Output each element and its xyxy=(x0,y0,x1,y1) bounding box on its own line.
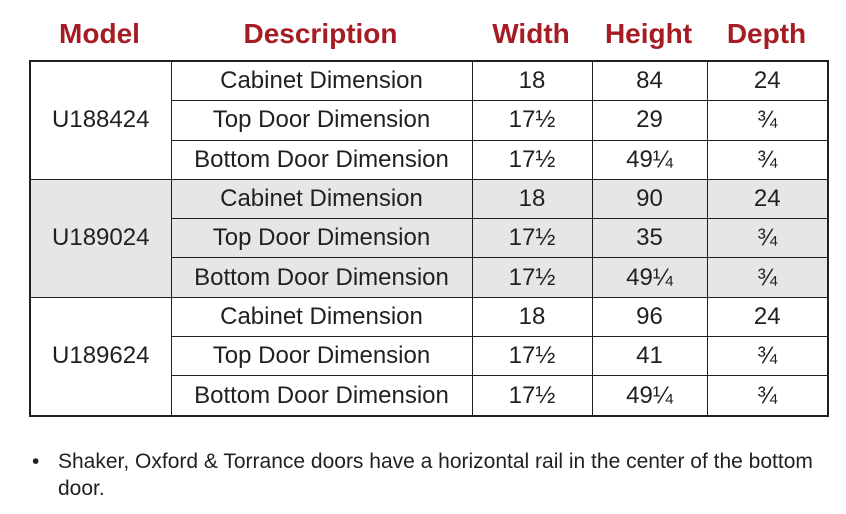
depth-cell: ¾ xyxy=(706,218,829,259)
width-cell: 18 xyxy=(471,296,593,338)
height-cell: 49¼ xyxy=(591,257,708,298)
header-depth: Depth xyxy=(726,18,807,49)
table-row: Top Door Dimension 17½ 41 ¾ xyxy=(30,336,829,377)
depth-cell: ¾ xyxy=(706,336,829,377)
width-cell: 17½ xyxy=(471,218,593,259)
height-cell: 35 xyxy=(591,218,708,259)
description-cell: Bottom Door Dimension xyxy=(170,375,473,417)
height-cell: 96 xyxy=(591,296,708,338)
depth-cell: ¾ xyxy=(706,375,829,417)
height-cell: 29 xyxy=(591,100,708,141)
width-cell: 18 xyxy=(471,60,593,102)
width-cell: 17½ xyxy=(471,257,593,298)
description-cell: Top Door Dimension xyxy=(170,218,473,259)
height-cell: 49¼ xyxy=(591,375,708,417)
depth-cell: 24 xyxy=(706,178,829,220)
depth-cell: ¾ xyxy=(706,139,829,180)
height-cell: 84 xyxy=(591,60,708,102)
table-row: U189624 Cabinet Dimension 18 96 24 xyxy=(29,296,829,417)
table-row: U188424 Cabinet Dimension 18 84 24 xyxy=(29,60,829,180)
bullet-icon: • xyxy=(32,450,40,473)
height-cell: 90 xyxy=(591,178,708,220)
description-cell: Cabinet Dimension xyxy=(170,296,473,338)
table-row: Bottom Door Dimension 17½ 49¼ ¾ xyxy=(30,257,829,298)
height-cell: 41 xyxy=(591,336,708,377)
model-cell: U188424 xyxy=(29,60,172,180)
model-cell: U189024 xyxy=(29,178,172,298)
depth-cell: 24 xyxy=(706,296,829,338)
description-cell: Cabinet Dimension xyxy=(170,178,473,220)
dimensions-table: U188424 Cabinet Dimension 18 84 24 Top Door D… xyxy=(29,60,829,417)
depth-cell: 24 xyxy=(706,60,829,102)
width-cell: 17½ xyxy=(471,100,593,141)
width-cell: 18 xyxy=(471,178,593,220)
header-model: Model xyxy=(59,18,140,49)
description-cell: Top Door Dimension xyxy=(170,336,473,377)
model-cell: U189624 xyxy=(29,296,172,417)
table-row: Bottom Door Dimension 17½ 49¼ ¾ xyxy=(30,375,829,417)
header-width: Width xyxy=(492,18,570,49)
description-cell: Top Door Dimension xyxy=(170,100,473,141)
table-row: U189024 Cabinet Dimension 18 90 24 xyxy=(29,178,829,298)
footnote-text: Shaker, Oxford & Torrance doors have a h… xyxy=(58,450,813,500)
depth-cell: ¾ xyxy=(706,100,829,141)
description-cell: Cabinet Dimension xyxy=(170,60,473,102)
width-cell: 17½ xyxy=(471,139,593,180)
header-height: Height xyxy=(604,18,693,49)
description-cell: Bottom Door Dimension xyxy=(170,257,473,298)
width-cell: 17½ xyxy=(471,336,593,377)
depth-cell: ¾ xyxy=(706,257,829,298)
width-cell: 17½ xyxy=(471,375,593,417)
description-cell: Bottom Door Dimension xyxy=(170,139,473,180)
table-row: Top Door Dimension 17½ 35 ¾ xyxy=(30,218,829,259)
header-description: Description xyxy=(243,18,398,49)
height-cell: 49¼ xyxy=(591,139,708,180)
